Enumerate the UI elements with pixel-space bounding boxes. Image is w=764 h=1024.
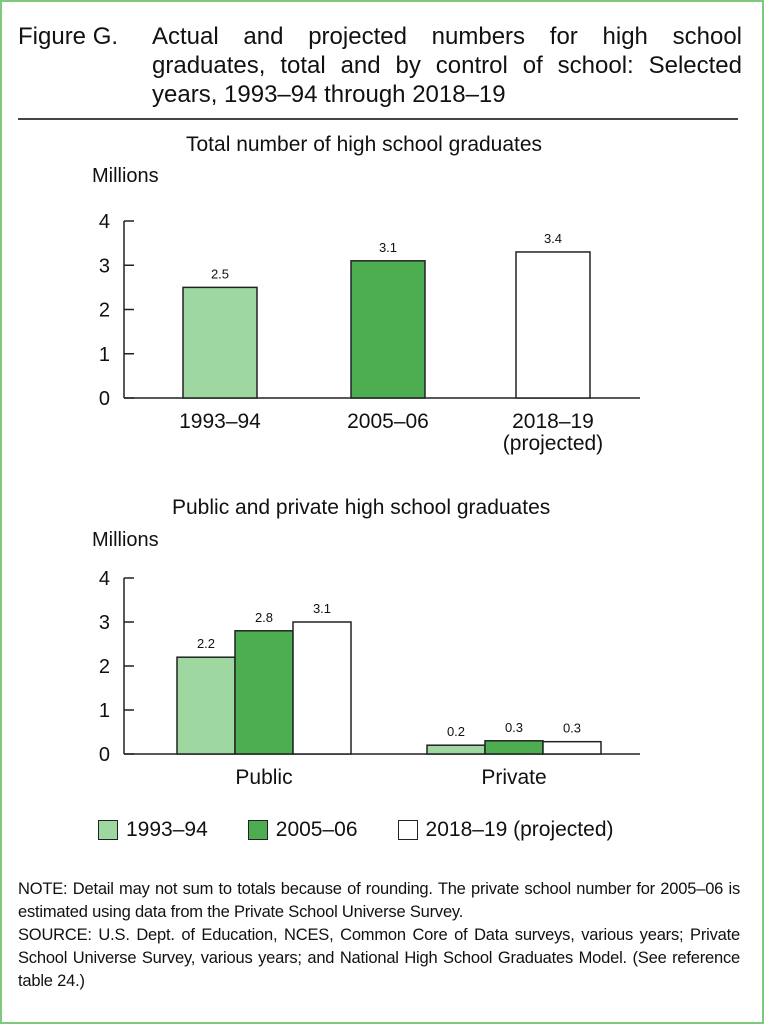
chart1-value-label: 3.4 (544, 231, 562, 246)
chart1-value-label: 3.1 (379, 240, 397, 255)
chart1-category-label: 2018–19 (512, 410, 594, 433)
chart2-ytick-label: 3 (99, 612, 110, 634)
chart2-bar (234, 630, 294, 755)
chart2-ytick-label: 2 (99, 656, 110, 678)
chart2-bar (176, 656, 236, 755)
chart1-ytick-label: 0 (99, 388, 110, 410)
legend-item-2018: 2018–19 (projected) (397, 818, 614, 842)
chart2-ylabel: Millions (92, 529, 159, 551)
chart1-category-sublabel: (projected) (503, 432, 603, 455)
chart2-value-label: 2.2 (197, 636, 215, 651)
legend-label-1993: 1993–94 (126, 818, 208, 841)
chart2-value-label: 0.3 (563, 721, 581, 736)
legend-label-2018: 2018–19 (projected) (425, 818, 614, 841)
figure-title: Actual and projected numbers for high sc… (152, 23, 742, 108)
legend-swatch-2005 (247, 820, 268, 840)
notes-block: NOTE: Detail may not sum to totals becau… (18, 878, 740, 993)
chart1-ytick-label: 4 (99, 211, 110, 233)
chart2-category-label: Public (235, 766, 292, 789)
chart1-ytick-label: 2 (99, 300, 110, 322)
chart2-ytick-label: 0 (99, 744, 110, 766)
chart1-title: Total number of high school graduates (186, 133, 543, 156)
chart2-bar (426, 744, 486, 755)
chart2-ytick-label: 4 (99, 568, 110, 590)
legend-item-2005: 2005–06 (247, 818, 358, 842)
figure-label: Figure G. (18, 23, 119, 50)
legend-swatch-1993 (98, 820, 118, 840)
chart2-ytick-label: 1 (99, 700, 110, 722)
chart1-bar (515, 251, 591, 399)
chart2-title: Public and private high school graduates (172, 496, 551, 519)
source-text: SOURCE: U.S. Dept. of Education, NCES, C… (18, 926, 740, 990)
legend: 1993–94 2005–06 2018–19 (projected) (98, 816, 654, 844)
legend-swatch-2018 (397, 820, 418, 840)
legend-label-2005: 2005–06 (275, 818, 358, 841)
chart1-ytick-label: 1 (99, 344, 110, 366)
chart2-value-label: 0.3 (505, 720, 523, 735)
chart1-category-label: 2005–06 (347, 410, 429, 433)
chart1-value-label: 2.5 (211, 266, 229, 281)
chart2-value-label: 0.2 (447, 724, 465, 739)
chart2-bar (484, 740, 544, 755)
chart1-bar (350, 260, 426, 399)
chart2-value-label: 2.8 (255, 610, 273, 625)
chart2-bar (292, 621, 352, 755)
chart2-bar (542, 740, 602, 755)
header-rule (18, 118, 738, 120)
chart2-category-label: Private (481, 766, 546, 789)
chart1-ylabel: Millions (92, 165, 159, 187)
chart1-ytick-label: 3 (99, 255, 110, 277)
chart1-category-label: 1993–94 (179, 410, 261, 433)
chart1-bar (182, 286, 258, 399)
legend-item-1993: 1993–94 (98, 818, 208, 842)
chart2-value-label: 3.1 (313, 601, 331, 616)
note-text: NOTE: Detail may not sum to totals becau… (18, 880, 740, 921)
